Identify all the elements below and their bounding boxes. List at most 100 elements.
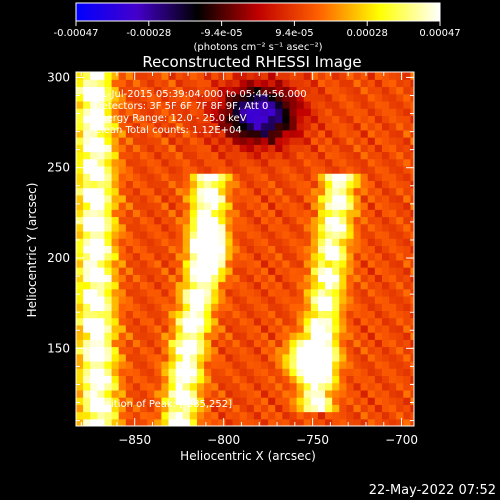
heatmap-cell	[204, 100, 212, 109]
heatmap-cell	[303, 144, 312, 153]
heatmap-cell	[218, 397, 227, 405]
heatmap-cell	[189, 375, 198, 384]
heatmap-cell	[111, 418, 120, 426]
heatmap-cell	[325, 375, 333, 384]
heatmap-cell	[261, 194, 269, 203]
heatmap-cell	[90, 404, 98, 413]
heatmap-cell	[104, 404, 113, 413]
heatmap-cell	[189, 194, 198, 203]
heatmap-cell	[232, 100, 241, 109]
heatmap-cell	[346, 418, 355, 426]
heatmap-cell	[168, 122, 177, 131]
heatmap-cell	[239, 173, 248, 181]
heatmap-cell	[175, 411, 184, 420]
heatmap-cell	[374, 397, 383, 405]
heatmap-cell	[147, 93, 155, 102]
y-tick-label: 150	[47, 341, 70, 355]
heatmap-cell	[346, 324, 355, 333]
heatmap-cell	[90, 382, 98, 391]
heatmap-cell	[125, 245, 134, 254]
heatmap-cell	[189, 129, 198, 138]
heatmap-cell	[381, 317, 390, 326]
heatmap-cell	[189, 274, 198, 283]
heatmap-cell	[389, 173, 397, 181]
heatmap-cell	[211, 108, 219, 116]
heatmap-cell	[346, 267, 355, 275]
heatmap-cell	[396, 252, 404, 261]
heatmap-cell	[111, 165, 120, 174]
heatmap-cell	[346, 122, 355, 131]
heatmap-cell	[367, 368, 376, 377]
heatmap-cell	[282, 346, 291, 355]
heatmap-cell	[147, 259, 155, 268]
heatmap-cell	[118, 209, 127, 218]
heatmap-cell	[367, 137, 376, 145]
heatmap-cell	[310, 404, 319, 413]
heatmap-cell	[218, 360, 227, 369]
heatmap-cell	[168, 404, 177, 413]
heatmap-cell	[303, 267, 312, 275]
heatmap-cell	[310, 252, 319, 261]
heatmap-cell	[168, 245, 177, 254]
heatmap-cell	[374, 411, 383, 420]
heatmap-cell	[339, 230, 347, 239]
heatmap-cell	[154, 303, 162, 312]
heatmap-cell	[211, 79, 219, 88]
heatmap-cell	[104, 165, 113, 174]
heatmap-cell	[275, 310, 283, 319]
heatmap-cell	[253, 180, 262, 189]
heatmap-cell	[225, 267, 234, 275]
heatmap-cell	[403, 223, 412, 232]
heatmap-cell	[339, 209, 347, 218]
heatmap-cell	[175, 93, 184, 102]
heatmap-cell	[275, 180, 283, 189]
heatmap-cell	[211, 137, 219, 145]
heatmap-cell	[140, 108, 148, 116]
heatmap-cell	[253, 259, 262, 268]
heatmap-cell	[374, 115, 383, 124]
heatmap-cell	[225, 332, 234, 340]
heatmap-cell	[189, 324, 198, 333]
heatmap-cell	[261, 274, 269, 283]
heatmap-cell	[374, 151, 383, 160]
heatmap-cell	[346, 194, 355, 203]
heatmap-cell	[175, 389, 184, 398]
heatmap-cell	[232, 86, 241, 95]
heatmap-cell	[282, 411, 291, 420]
heatmap-cell	[389, 79, 397, 88]
heatmap-cell	[118, 202, 127, 210]
heatmap-cell	[175, 418, 184, 426]
heatmap-cell	[282, 259, 291, 268]
heatmap-cell	[339, 397, 347, 405]
heatmap-cell	[239, 165, 248, 174]
heatmap-cell	[332, 230, 340, 239]
heatmap-cell	[239, 267, 248, 275]
heatmap-cell	[118, 346, 127, 355]
heatmap-cell	[132, 418, 141, 426]
heatmap-cell	[182, 137, 191, 145]
heatmap-cell	[268, 202, 276, 210]
heatmap-cell	[76, 165, 84, 174]
heatmap-cell	[346, 382, 355, 391]
heatmap-cell	[389, 274, 397, 283]
heatmap-cell	[367, 317, 376, 326]
heatmap-cell	[403, 404, 412, 413]
heatmap-cell	[381, 281, 390, 290]
heatmap-cell	[154, 151, 162, 160]
heatmap-cell	[189, 173, 198, 181]
heatmap-cell	[204, 259, 212, 268]
heatmap-cell	[147, 346, 155, 355]
heatmap-cell	[104, 93, 113, 102]
heatmap-cell	[325, 295, 333, 304]
heatmap-cell	[374, 144, 383, 153]
heatmap-cell	[282, 288, 291, 297]
heatmap-cell	[211, 281, 219, 290]
heatmap-cell	[289, 137, 298, 145]
heatmap-cell	[97, 324, 106, 333]
heatmap-cell	[275, 144, 283, 153]
heatmap-cell	[396, 100, 404, 109]
heatmap-cell	[389, 360, 397, 369]
heatmap-cell	[268, 259, 276, 268]
heatmap-cell	[118, 368, 127, 377]
heatmap-cell	[147, 418, 155, 426]
